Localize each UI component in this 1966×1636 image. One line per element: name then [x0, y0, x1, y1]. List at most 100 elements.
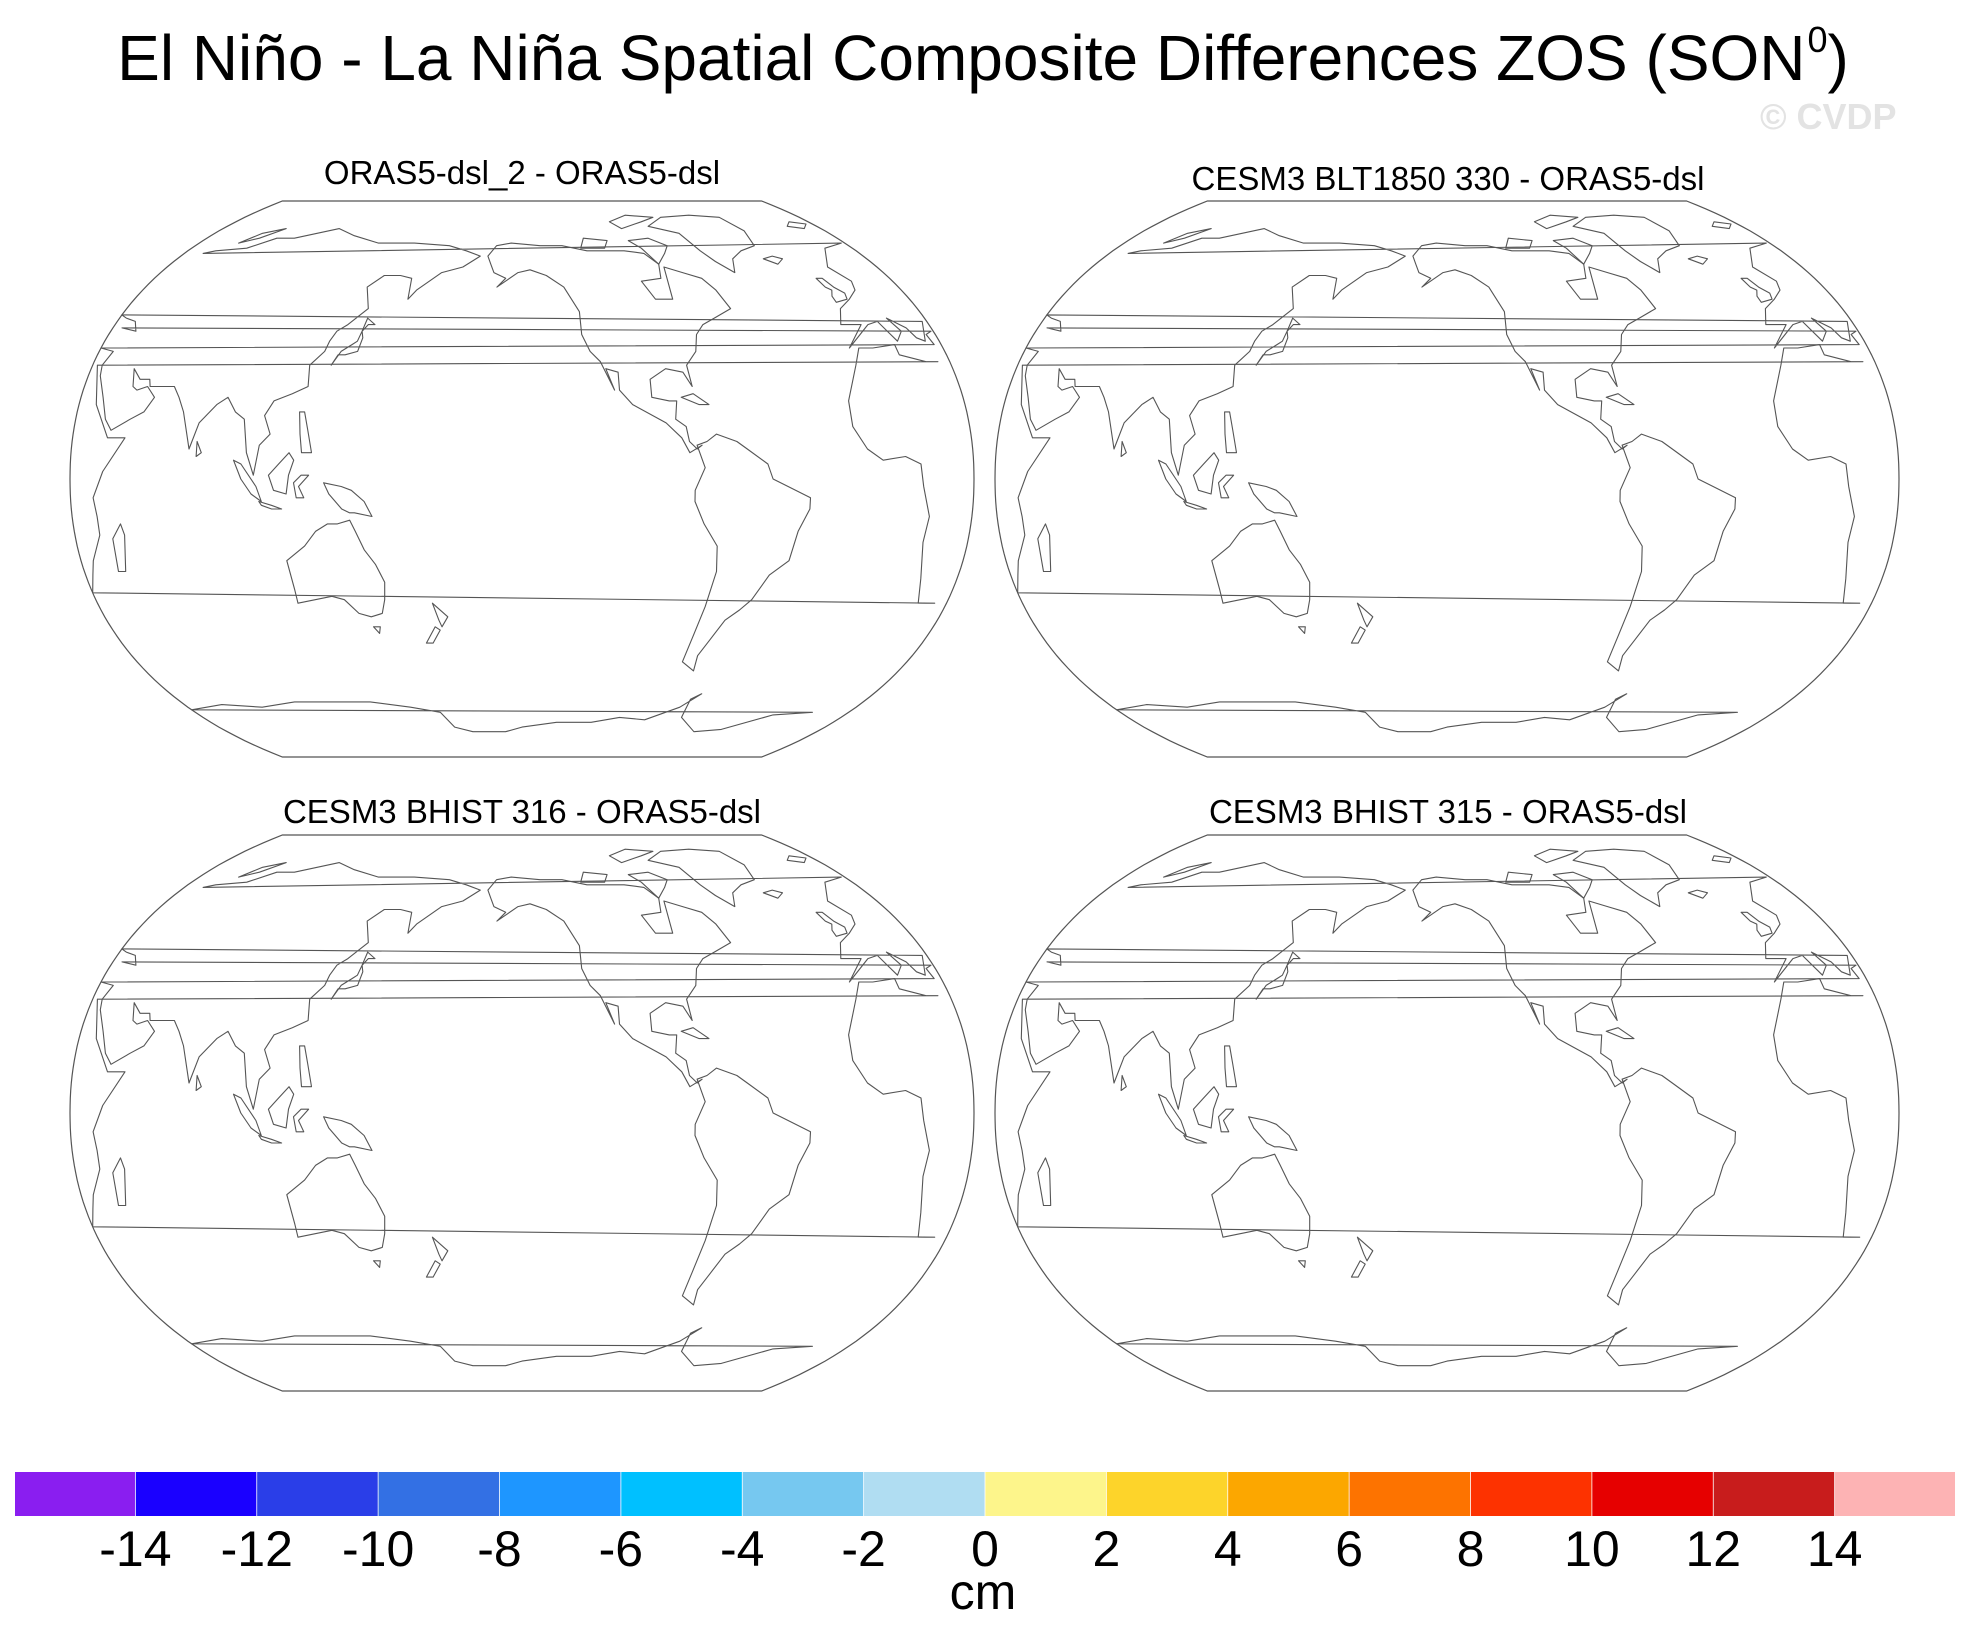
- coastline-svalbard: [786, 221, 807, 230]
- coastline-ellesmere: [608, 848, 654, 864]
- panel-title-1: ORAS5-dsl_2 - ORAS5-dsl: [323, 154, 721, 191]
- coastline-south-america: [1606, 433, 1737, 672]
- colorbar-tick-label: -12: [220, 1521, 293, 1577]
- colorbar-swatch: [1591, 1471, 1714, 1517]
- coastline-sumatra: [1157, 1093, 1187, 1137]
- coastline-ellesmere: [608, 214, 654, 230]
- coastline-svalbard: [786, 855, 807, 864]
- coastline-cuba: [1605, 393, 1635, 406]
- coastline-greenland: [1572, 848, 1680, 908]
- coastline-africa: [1017, 344, 1864, 604]
- coastline-novaya-zemlya: [1163, 862, 1212, 878]
- map-panel-1: [69, 200, 975, 758]
- title-close: ): [1827, 22, 1849, 94]
- figure-title: El Niño - La Niña Spatial Composite Diff…: [0, 22, 1966, 91]
- colorbar-tick-label: 2: [1092, 1521, 1121, 1577]
- colorbar-tick-label: -14: [99, 1521, 172, 1577]
- coastline-africa: [92, 344, 939, 604]
- colorbar-swatch: [863, 1471, 986, 1517]
- coastline-baffin: [627, 871, 668, 899]
- map-boundary: [69, 834, 975, 1392]
- colorbar-swatch: [256, 1471, 379, 1517]
- map-boundary: [994, 834, 1900, 1392]
- coastline-sumatra: [232, 1093, 262, 1137]
- cvdp-watermark: © CVDP: [1760, 96, 1897, 137]
- coastline-sri-lanka: [195, 1074, 202, 1092]
- colorbar-tick-label: -8: [477, 1521, 522, 1577]
- coastline-madagascar: [1037, 1157, 1052, 1207]
- coastline-north-america: [487, 242, 732, 454]
- coastline-philippines: [299, 1045, 313, 1088]
- colorbar-swatch: [1349, 1471, 1472, 1517]
- coastline-australia: [286, 519, 386, 618]
- coastline-new-zealand: [431, 1236, 449, 1262]
- colorbar-swatch: [742, 1471, 865, 1517]
- colorbar-swatch: [985, 1471, 1107, 1517]
- coastline-iceland: [762, 889, 784, 899]
- coastline-japan: [1255, 951, 1301, 1000]
- colorbar-swatch: [1470, 1471, 1593, 1517]
- coastline-madagascar: [112, 1157, 127, 1207]
- map-boundary: [994, 200, 1900, 758]
- coastline-sulawesi: [292, 1108, 310, 1133]
- coastline-madagascar: [112, 523, 127, 573]
- coastline-australia: [1211, 519, 1311, 618]
- coastline-south-america: [681, 1067, 812, 1306]
- coastline-cuba: [1605, 1027, 1635, 1040]
- colorbar-tick-label: 0: [971, 1521, 999, 1577]
- coastline-baffin: [627, 237, 668, 265]
- coastline-greenland: [647, 848, 755, 908]
- coastline-cuba: [680, 1027, 710, 1040]
- colorbar-units: cm: [949, 1564, 1017, 1620]
- colorbar-tick-label: -2: [841, 1521, 886, 1577]
- coastline-sri-lanka: [1120, 1074, 1127, 1092]
- coastline-philippines: [1224, 411, 1238, 454]
- coastline-australia: [1211, 1153, 1311, 1252]
- coastline-borneo: [267, 1086, 295, 1129]
- panel-title-4: CESM3 BHIST 315 - ORAS5-dsl: [1208, 793, 1688, 830]
- coastline-victoria-island: [1505, 871, 1533, 883]
- coastline-sulawesi: [1217, 1108, 1235, 1133]
- coastline-africa: [92, 978, 939, 1238]
- coastline-sulawesi: [1217, 474, 1235, 499]
- coastline-south-america: [1606, 1067, 1737, 1306]
- coastline-sri-lanka: [195, 440, 202, 458]
- colorbar-frame: [14, 1471, 1956, 1517]
- map-panel-3: [69, 834, 975, 1392]
- coastline-greenland: [1572, 214, 1680, 274]
- coastline-new-zealand-south: [425, 626, 441, 644]
- coastline-philippines: [299, 411, 313, 454]
- panel-title-2: CESM3 BLT1850 330 - ORAS5-dsl: [1191, 160, 1705, 197]
- coastline-tasmania: [372, 626, 381, 634]
- coastline-tasmania: [1297, 626, 1306, 634]
- coastline-victoria-island: [580, 871, 608, 883]
- coastline-tasmania: [1297, 1260, 1306, 1268]
- coastline-asia-europe: [99, 228, 935, 476]
- coastline-sumatra: [1157, 459, 1187, 503]
- coastline-victoria-island: [580, 237, 608, 249]
- coastline-africa: [1017, 978, 1864, 1238]
- colorbar-swatch: [378, 1471, 501, 1517]
- coastline-svalbard: [1711, 855, 1732, 864]
- coastline-uk: [1740, 277, 1773, 303]
- coastline-sulawesi: [292, 474, 310, 499]
- coastline-novaya-zemlya: [238, 862, 287, 878]
- map-panel-4: [994, 834, 1900, 1392]
- coastline-java: [1183, 500, 1208, 510]
- map-boundary: [69, 200, 975, 758]
- coastline-new-guinea: [323, 1116, 373, 1152]
- coastline-new-zealand-south: [1350, 1260, 1366, 1278]
- colorbar-tick-label: -6: [598, 1521, 644, 1577]
- colorbar-tick-label: 8: [1456, 1521, 1485, 1577]
- coastline-antarctica: [1116, 1327, 1738, 1367]
- coastline-new-zealand: [1356, 1236, 1374, 1262]
- colorbar-tick-label: 4: [1213, 1521, 1242, 1577]
- colorbar-tick-label: 10: [1564, 1521, 1620, 1577]
- colorbar-tick-label: 14: [1806, 1521, 1863, 1577]
- coastline-borneo: [267, 452, 295, 495]
- colorbar-tick-label: 12: [1685, 1521, 1742, 1577]
- coastline-uk: [815, 277, 848, 303]
- coastline-ellesmere: [1533, 214, 1579, 230]
- coastline-novaya-zemlya: [238, 228, 287, 244]
- colorbar-swatch: [1713, 1471, 1836, 1517]
